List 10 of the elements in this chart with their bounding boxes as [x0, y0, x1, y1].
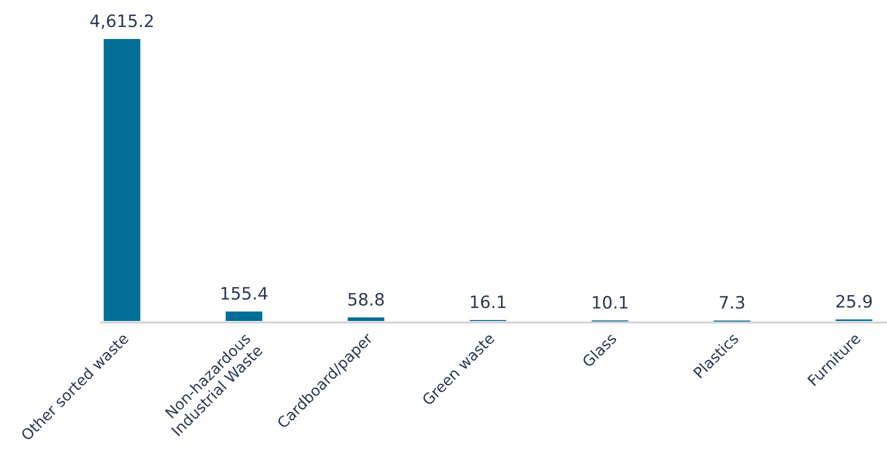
data-label: 58.8	[347, 290, 385, 310]
bar	[104, 39, 140, 321]
data-label: 7.3	[718, 294, 746, 314]
bar	[226, 312, 262, 321]
data-label: 16.1	[469, 293, 507, 314]
data-label: 155.4	[220, 284, 268, 305]
data-label: 25.9	[835, 292, 873, 312]
bar	[348, 317, 384, 321]
data-label: 10.1	[591, 293, 629, 314]
data-label: 4,615.2	[90, 12, 154, 32]
